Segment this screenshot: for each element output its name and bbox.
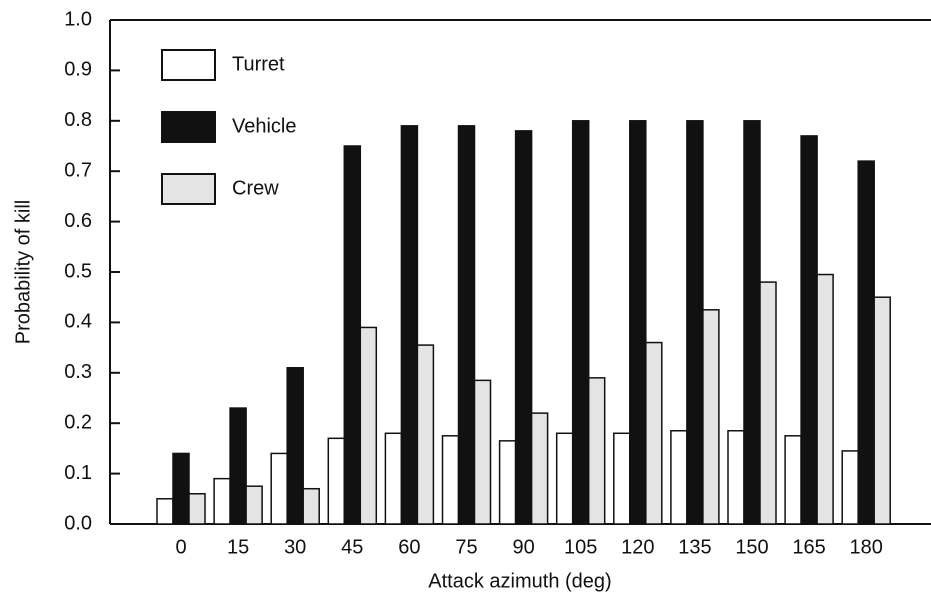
bar [857, 160, 875, 525]
bar [286, 367, 304, 525]
bar [416, 344, 435, 525]
x-tick-label: 60 [398, 536, 420, 558]
x-tick-label: 90 [512, 536, 534, 558]
x-tick-label: 120 [621, 536, 654, 558]
y-tick-label: 0.5 [64, 260, 92, 282]
x-tick-label: 165 [792, 536, 825, 558]
legend-swatch [161, 49, 216, 81]
legend-swatch [161, 173, 216, 205]
bar [645, 341, 663, 525]
bar [816, 273, 834, 525]
bar [384, 432, 403, 525]
bar [784, 435, 802, 525]
x-axis-title: Attack azimuth (deg) [428, 570, 611, 592]
bar [457, 125, 476, 525]
bar [270, 452, 288, 525]
y-tick-label: 0.4 [64, 311, 92, 333]
bar [702, 309, 720, 525]
x-tick-label: 15 [227, 536, 249, 558]
x-tick-label: 30 [284, 536, 306, 558]
bar [359, 326, 378, 525]
y-axis-title: Probability of kill [12, 200, 34, 345]
y-tick-label: 0.3 [64, 361, 92, 383]
bar [188, 493, 206, 525]
x-tick-label: 75 [455, 536, 477, 558]
bar [441, 435, 460, 525]
y-tick-label: 0.6 [64, 210, 92, 232]
bar [245, 485, 263, 525]
legend-swatch [161, 111, 216, 143]
y-tick-label: 0.9 [64, 59, 92, 81]
y-tick-label: 0.2 [64, 411, 92, 433]
bar [498, 440, 517, 525]
bar [743, 120, 761, 525]
bar [156, 498, 174, 525]
x-tick-label: 105 [564, 536, 597, 558]
x-tick-label: 150 [735, 536, 768, 558]
bar [530, 412, 549, 525]
bar [841, 450, 859, 525]
x-tick-label: 180 [850, 536, 883, 558]
x-tick-label: 135 [678, 536, 711, 558]
bar [213, 477, 231, 525]
bar [670, 430, 688, 525]
legend-label: Vehicle [232, 115, 297, 137]
bar [400, 125, 419, 525]
bar [571, 120, 590, 525]
bar [629, 120, 647, 525]
bar [343, 145, 362, 525]
bar [172, 452, 190, 525]
y-tick-label: 1.0 [64, 8, 92, 30]
bar [514, 130, 533, 525]
bar [727, 430, 745, 525]
x-tick-label: 0 [175, 536, 186, 558]
y-tick-label: 0.0 [64, 512, 92, 534]
legend-label: Turret [232, 53, 285, 75]
x-tick-label: 45 [341, 536, 363, 558]
bar [229, 407, 247, 525]
bar [873, 296, 891, 525]
legend-label: Crew [232, 177, 279, 199]
bar [302, 487, 320, 525]
bar [555, 432, 574, 525]
bar [327, 437, 346, 525]
bar [759, 281, 777, 525]
y-tick-label: 0.7 [64, 159, 92, 181]
bar [473, 379, 492, 525]
y-tick-label: 0.1 [64, 462, 92, 484]
bar [686, 120, 704, 525]
bar [613, 432, 631, 525]
bar [587, 377, 606, 525]
y-tick-label: 0.8 [64, 109, 92, 131]
bar [800, 135, 818, 525]
